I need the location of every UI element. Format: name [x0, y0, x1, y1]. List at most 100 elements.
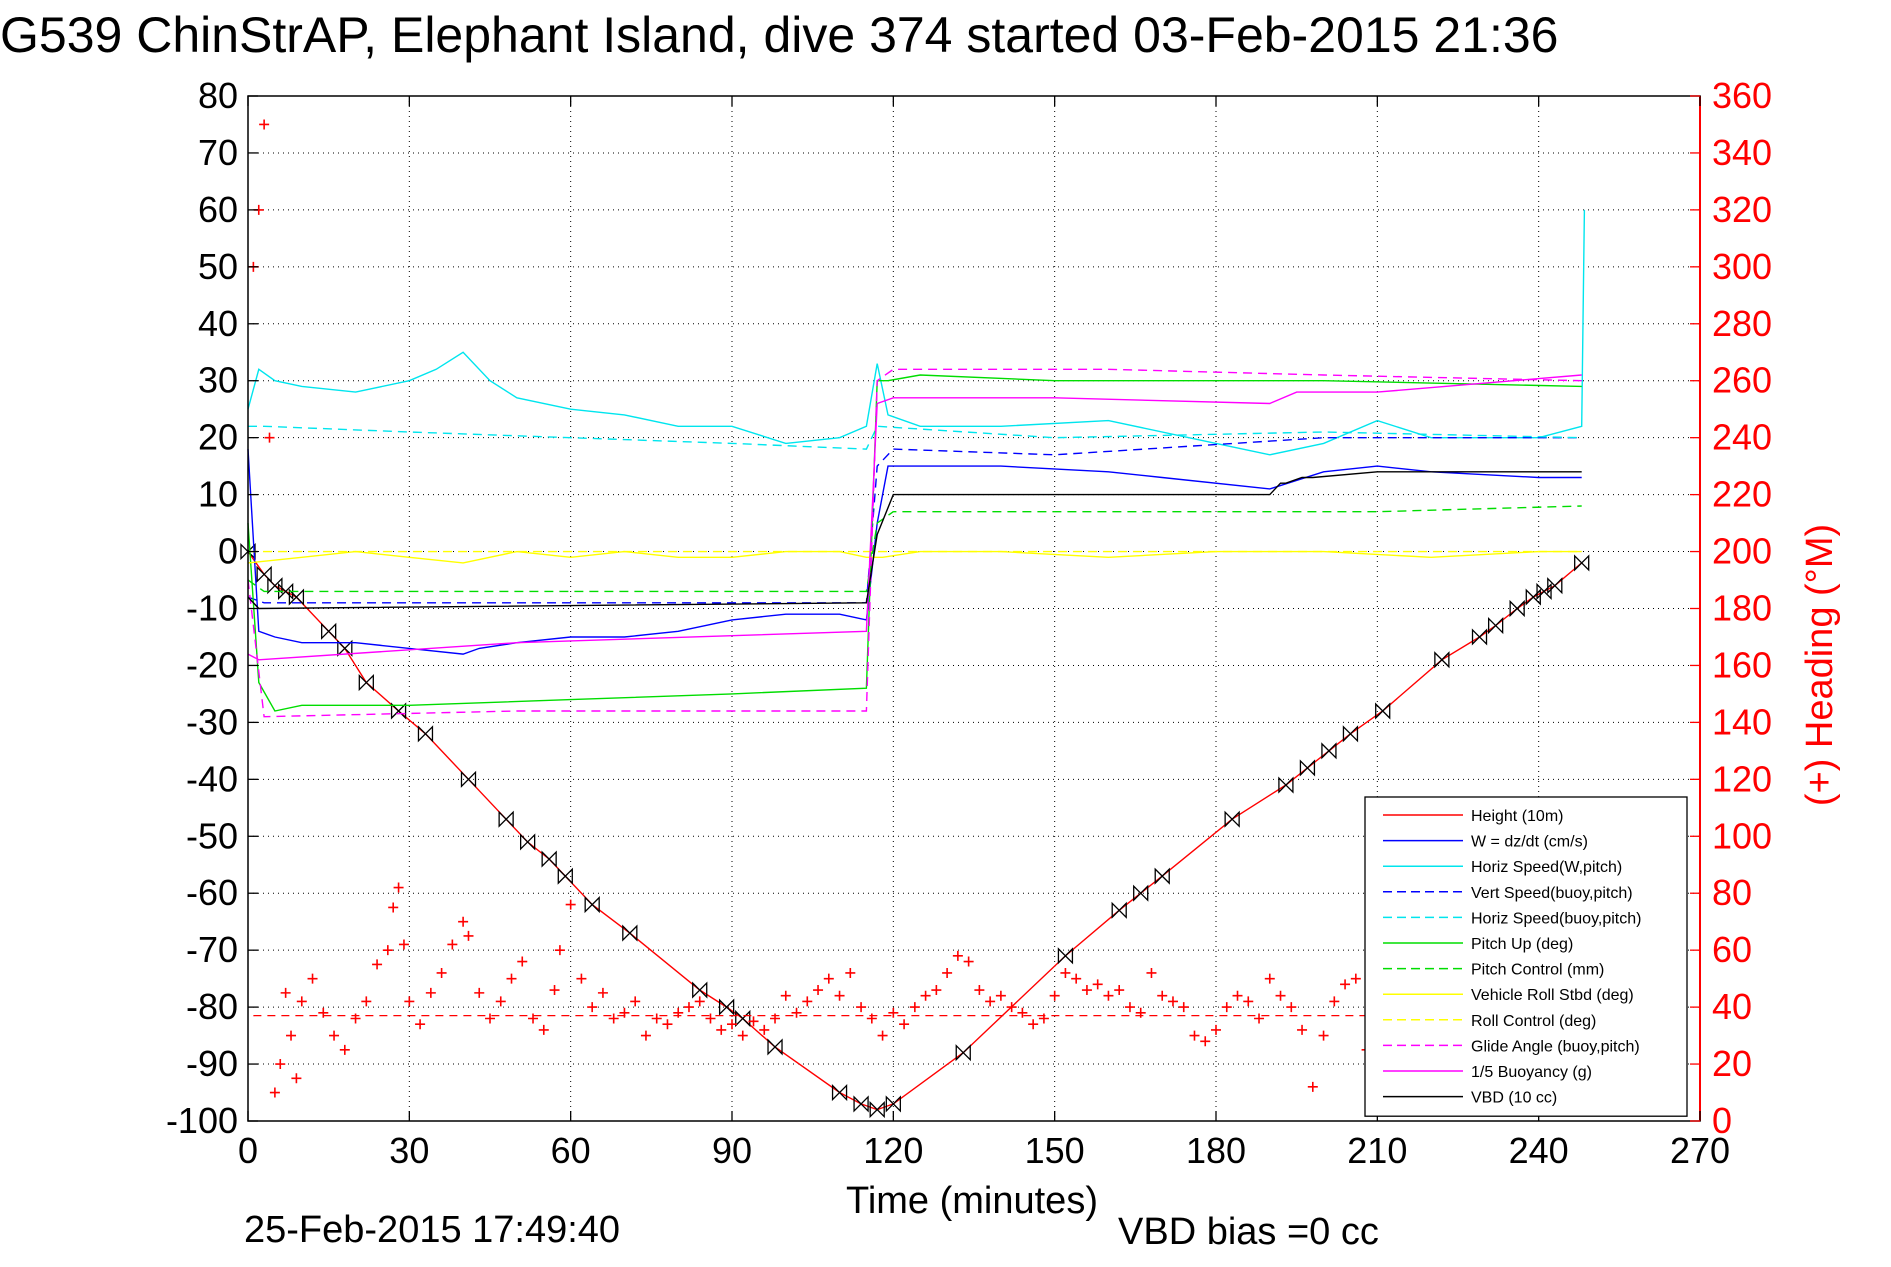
height-marker	[1375, 702, 1391, 720]
heading-point	[1221, 1002, 1232, 1013]
heading-point	[554, 945, 565, 956]
heading-point	[1006, 1002, 1017, 1013]
legend-label: Height (10m)	[1471, 808, 1563, 825]
y-tick-label: 80	[198, 75, 238, 116]
heading-point	[1340, 979, 1351, 990]
heading-point	[388, 902, 399, 913]
heading-point	[909, 1002, 920, 1013]
heading-point	[683, 1002, 694, 1013]
height-marker	[853, 1095, 869, 1113]
height-marker	[519, 833, 536, 851]
height-marker	[417, 725, 434, 743]
height-marker	[498, 810, 514, 828]
height-marker	[1321, 742, 1337, 760]
height-marker	[1536, 582, 1552, 600]
y2-tick-label: 200	[1712, 531, 1772, 572]
heading-point	[1060, 967, 1071, 978]
height-marker	[584, 896, 600, 914]
series-lines	[240, 209, 1590, 1119]
y-tick-label: -30	[186, 701, 238, 742]
heading-point	[1028, 1019, 1039, 1030]
x-tick-label: 0	[238, 1130, 258, 1171]
heading-point	[931, 985, 942, 996]
heading-point	[716, 1024, 727, 1035]
heading-point	[495, 996, 506, 1007]
heading-point	[259, 119, 270, 130]
heading-point	[1211, 1024, 1221, 1035]
heading-point	[866, 1013, 877, 1024]
y-tick-label: -40	[186, 758, 238, 799]
y2-tick-label: 160	[1712, 644, 1772, 685]
y2-tick-label: 120	[1712, 758, 1772, 799]
heading-point	[651, 1013, 662, 1024]
y2-tick-label: 100	[1712, 815, 1772, 856]
series-line-4	[247, 437, 1582, 604]
y2-tick-label: 320	[1712, 189, 1772, 230]
height-marker	[1434, 651, 1450, 669]
heading-point	[286, 1030, 297, 1041]
vbd-bias-note: VBD bias =0 cc	[1118, 1211, 1379, 1253]
legend-label: Roll Control (deg)	[1471, 1013, 1596, 1030]
y-tick-label: 0	[218, 531, 238, 572]
heading-point	[1124, 1002, 1135, 1013]
heading-point	[1307, 1081, 1318, 1092]
heading-point	[1275, 990, 1286, 1001]
heading-point	[528, 1013, 539, 1024]
chart-title: G539 ChinStrAP, Elephant Island, dive 37…	[0, 7, 1558, 63]
heading-point	[1038, 1013, 1049, 1024]
series-line-6	[247, 374, 1582, 712]
heading-point	[269, 1087, 280, 1098]
heading-point	[1071, 973, 1082, 984]
height-marker	[1133, 884, 1149, 902]
height-marker	[1278, 776, 1294, 794]
x-tick-label: 120	[863, 1130, 923, 1171]
height-marker	[321, 622, 337, 640]
heading-point	[404, 996, 415, 1007]
heading-point	[425, 987, 436, 998]
series-line-3	[247, 209, 1586, 456]
legend-label: VBD (10 cc)	[1471, 1090, 1557, 1107]
y-tick-label: 30	[198, 360, 238, 401]
height-marker	[692, 981, 708, 999]
heading-point	[834, 990, 845, 1001]
y2-tick-label: 80	[1712, 872, 1752, 913]
heading-point	[1297, 1024, 1308, 1035]
y2-tick-label: 300	[1712, 246, 1772, 287]
heading-point	[549, 985, 560, 996]
y2-tick-label: 280	[1712, 303, 1772, 344]
heading-point	[280, 987, 291, 998]
legend-label: Vert Speed(buoy,pitch)	[1471, 885, 1633, 902]
height-marker	[1547, 577, 1563, 595]
heading-point	[942, 967, 953, 978]
legend-box	[1364, 796, 1688, 1117]
y2-tick-label: 20	[1712, 1043, 1752, 1084]
heading-point	[1232, 990, 1243, 1001]
heading-series	[248, 119, 1372, 1098]
heading-point	[694, 996, 705, 1007]
heading-point	[1114, 985, 1125, 996]
heading-point	[1135, 1007, 1146, 1018]
y2-tick-label: 60	[1712, 929, 1752, 970]
heading-point	[447, 939, 458, 950]
heading-point	[1264, 973, 1275, 984]
heading-point	[307, 973, 318, 984]
heading-point	[1049, 990, 1060, 1001]
height-marker	[955, 1044, 971, 1062]
heading-point	[823, 973, 834, 984]
heading-point	[920, 990, 931, 1001]
y-tick-label: -80	[186, 986, 238, 1027]
heading-point	[963, 956, 974, 967]
y2-tick-label: 40	[1712, 986, 1752, 1027]
heading-point	[587, 1002, 598, 1013]
y2-tick-label: 240	[1712, 417, 1772, 458]
height-marker	[1342, 725, 1359, 743]
heading-point	[1167, 996, 1178, 1007]
height-marker	[869, 1101, 885, 1119]
heading-point	[1081, 985, 1092, 996]
height-marker	[718, 998, 735, 1016]
x-tick-label: 30	[389, 1130, 429, 1171]
x-tick-label: 60	[551, 1130, 591, 1171]
heading-point	[1178, 1002, 1189, 1013]
series-line-12	[247, 471, 1582, 610]
